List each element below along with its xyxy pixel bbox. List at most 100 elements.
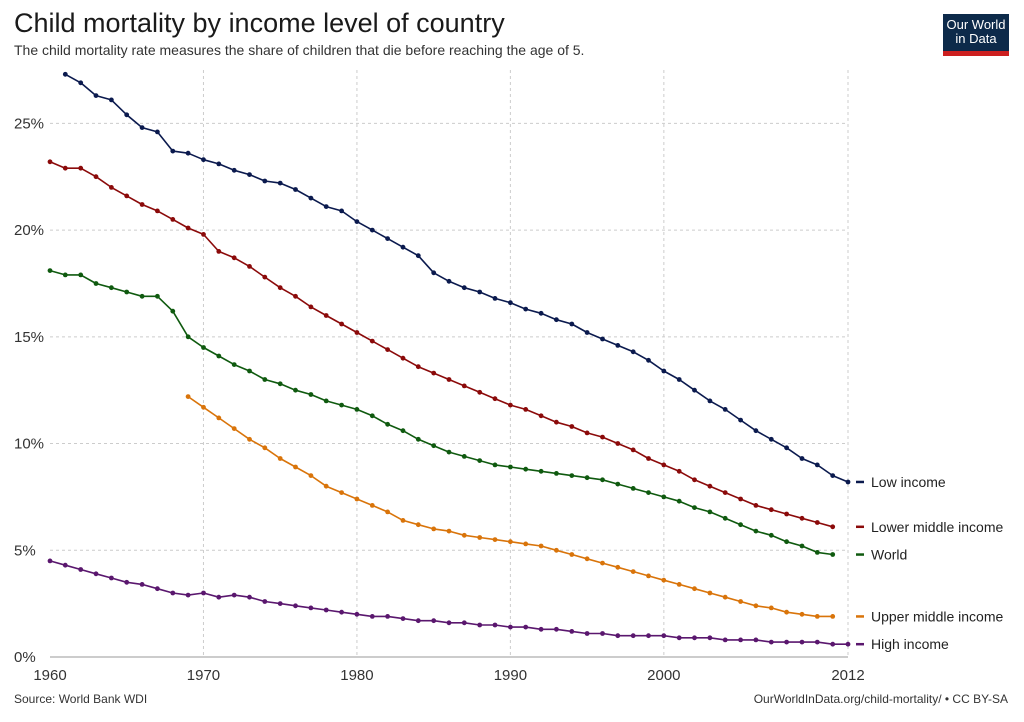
legend-label-upper-middle-income: Upper middle income [871, 608, 1003, 624]
data-point-lower-middle-income [477, 389, 483, 395]
series-line-low-income [64, 73, 849, 483]
data-point-world [784, 539, 789, 545]
data-point-world [109, 285, 114, 291]
data-point-lower-middle-income [170, 217, 176, 222]
data-point-high-income [431, 618, 437, 624]
data-point-high-income [799, 639, 805, 645]
data-point-world [262, 377, 268, 382]
data-point-lower-middle-income [124, 193, 130, 199]
data-point-world [523, 466, 529, 472]
data-point-upper-middle-income [216, 415, 222, 421]
data-point-lower-middle-income [676, 468, 682, 474]
data-point-high-income [247, 594, 252, 600]
data-point-world [584, 475, 590, 481]
data-point-lower-middle-income [277, 285, 283, 291]
series-line-high-income [49, 560, 848, 646]
data-point-upper-middle-income [492, 537, 498, 542]
data-point-upper-middle-income [262, 445, 268, 451]
data-point-world [646, 490, 651, 495]
data-point-lower-middle-income [78, 165, 84, 171]
data-point-high-income [630, 633, 636, 639]
data-point-low-income [554, 317, 559, 323]
legend-label-high-income: High income [871, 636, 949, 652]
credit-link[interactable]: OurWorldInData.org/child-mortality/ • CC… [753, 692, 1008, 706]
data-point-upper-middle-income [554, 547, 559, 553]
data-point-high-income [661, 633, 667, 639]
data-point-lower-middle-income [615, 441, 621, 446]
data-point-low-income [277, 180, 283, 186]
data-point-world [47, 268, 53, 273]
data-point-low-income [615, 343, 621, 348]
data-point-upper-middle-income [630, 569, 636, 574]
data-point-world [508, 464, 513, 470]
data-point-world [170, 308, 176, 314]
y-tick-label: 0% [14, 649, 36, 666]
data-point-world [62, 272, 68, 278]
y-tick-label: 20% [14, 222, 44, 239]
data-point-world [492, 462, 498, 468]
data-point-world [446, 449, 452, 455]
owid-logo[interactable]: Our World in Data [943, 14, 1009, 56]
x-tick-label: 1980 [340, 667, 373, 684]
data-point-low-income [722, 407, 728, 412]
data-point-high-income [538, 626, 544, 632]
data-point-world [124, 289, 130, 295]
data-point-upper-middle-income [768, 605, 774, 611]
data-point-high-income [216, 594, 222, 600]
data-point-lower-middle-income [492, 396, 498, 402]
data-point-high-income [124, 579, 130, 585]
data-point-low-income [569, 321, 575, 327]
data-point-world [293, 387, 298, 393]
source-note: Source: World Bank WDI [14, 692, 148, 706]
data-point-upper-middle-income [784, 609, 789, 615]
data-point-low-income [692, 387, 697, 393]
data-point-lower-middle-income [262, 274, 268, 280]
data-point-world [415, 436, 421, 442]
data-point-world [461, 454, 467, 459]
data-point-lower-middle-income [738, 496, 743, 502]
data-point-world [554, 471, 559, 476]
data-point-world [155, 293, 160, 299]
data-point-world [799, 543, 805, 549]
series-line-world [49, 269, 833, 556]
data-point-lower-middle-income [400, 355, 406, 361]
data-point-upper-middle-income [323, 483, 329, 489]
data-point-upper-middle-income [477, 535, 483, 540]
data-point-upper-middle-income [569, 552, 575, 557]
data-point-high-income [508, 624, 513, 630]
data-point-high-income [600, 631, 605, 636]
data-point-world [185, 334, 191, 340]
data-point-low-income [308, 195, 314, 201]
x-tick-label: 1960 [33, 667, 66, 684]
data-point-high-income [523, 624, 529, 630]
data-point-upper-middle-income [293, 464, 298, 470]
data-point-lower-middle-income [369, 338, 375, 344]
data-point-high-income [354, 611, 360, 617]
data-point-lower-middle-income [354, 330, 360, 335]
data-point-low-income [707, 398, 713, 404]
data-point-lower-middle-income [431, 370, 437, 376]
data-point-world [676, 498, 682, 504]
data-point-lower-middle-income [523, 407, 529, 412]
data-point-lower-middle-income [784, 511, 789, 517]
data-point-world [661, 494, 667, 500]
data-point-upper-middle-income [753, 603, 759, 609]
chart-subtitle: The child mortality rate measures the sh… [14, 42, 585, 58]
data-point-world [830, 552, 836, 557]
data-point-lower-middle-income [814, 520, 820, 525]
data-point-upper-middle-income [707, 590, 713, 596]
data-point-low-income [216, 161, 222, 167]
data-point-upper-middle-income [538, 543, 544, 549]
data-point-upper-middle-income [692, 586, 697, 592]
legend-label-low-income: Low income [871, 474, 946, 490]
data-point-world [600, 477, 605, 483]
x-tick-label: 1970 [187, 667, 220, 684]
data-point-upper-middle-income [354, 496, 360, 502]
data-point-high-income [722, 637, 728, 643]
data-point-upper-middle-income [738, 599, 743, 604]
data-point-world [738, 522, 743, 528]
data-point-lower-middle-income [707, 483, 713, 489]
y-tick-label: 15% [14, 329, 44, 346]
series-line-upper-middle-income [187, 395, 833, 618]
